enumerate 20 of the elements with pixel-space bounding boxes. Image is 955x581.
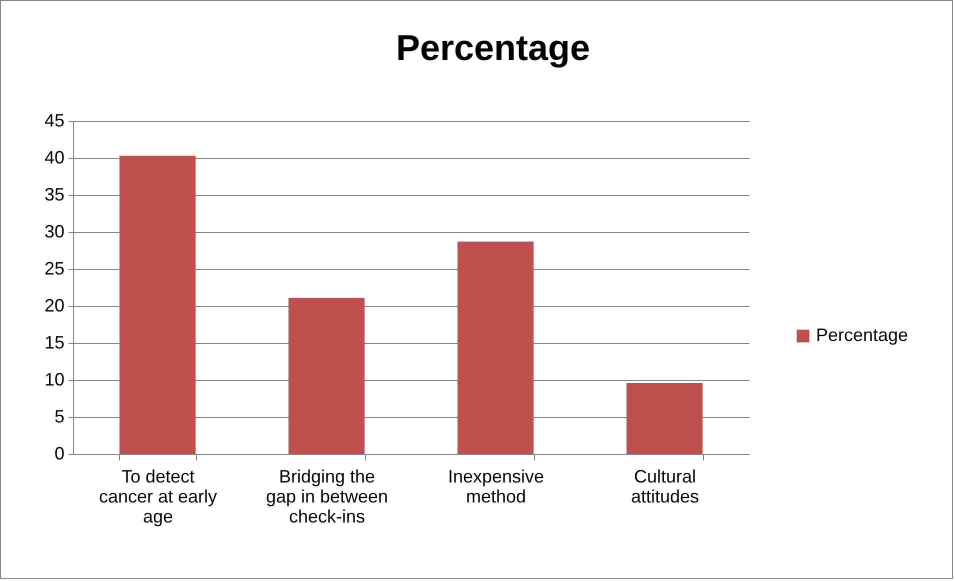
- y-tick-label: 40: [44, 148, 64, 168]
- bar: [119, 156, 196, 454]
- x-tick-label: Bridging the gap in between check-ins: [266, 466, 388, 526]
- x-tick-label: To detect cancer at early age: [98, 466, 218, 526]
- x-tick-label: Cultural attitudes: [630, 466, 700, 506]
- y-tick-label: 0: [54, 444, 64, 464]
- y-tick-label: 45: [44, 110, 64, 130]
- y-tick-label: 25: [44, 258, 64, 278]
- y-tick-label: 10: [44, 370, 64, 390]
- y-tick-label: 5: [54, 406, 64, 426]
- y-tick-label: 20: [44, 296, 64, 316]
- bar: [288, 298, 365, 454]
- y-tick-label: 30: [44, 222, 64, 242]
- y-tick-label: 35: [44, 184, 64, 204]
- x-tick-label: Inexpensive method: [448, 466, 544, 506]
- y-tick-label: 15: [44, 332, 64, 352]
- bar: [457, 242, 534, 454]
- legend-label: Percentage: [816, 325, 908, 345]
- chart-title: Percentage: [396, 27, 590, 68]
- bar: [626, 382, 703, 454]
